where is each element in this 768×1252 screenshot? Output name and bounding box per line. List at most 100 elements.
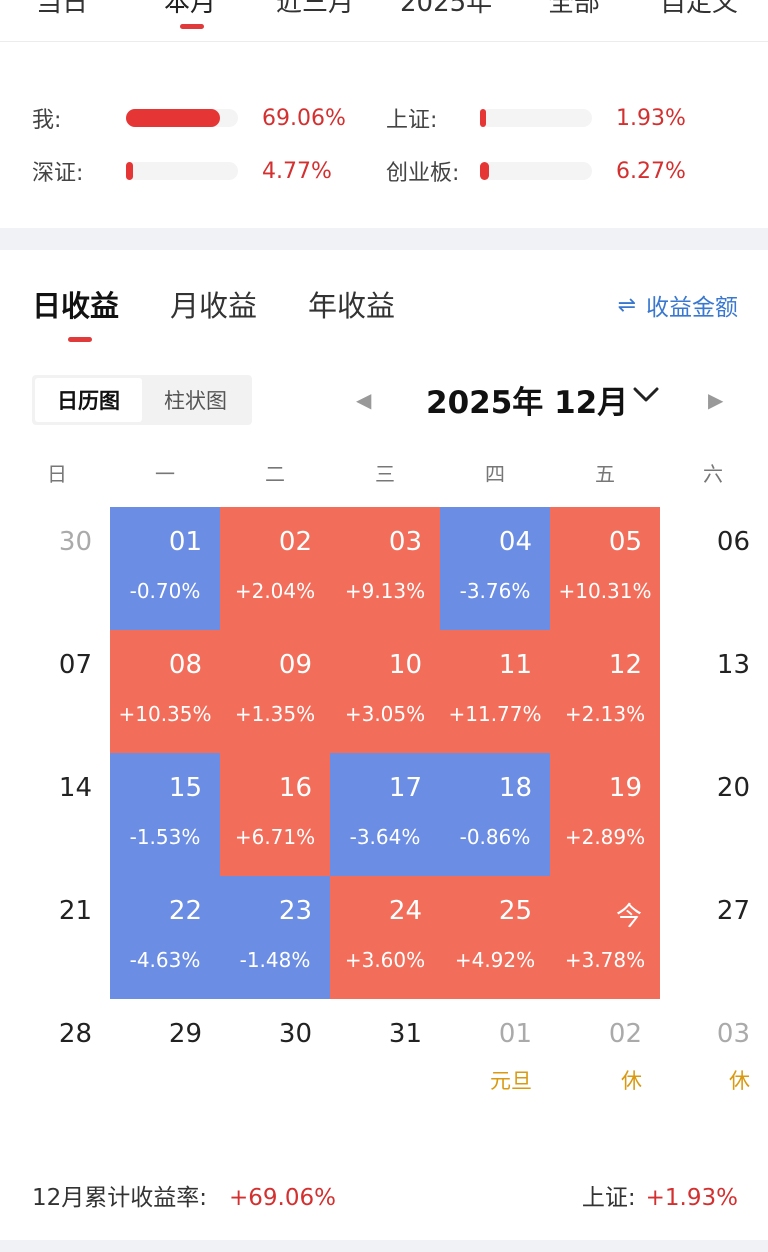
calendar-day-cell[interactable]: 29 — [110, 999, 220, 1122]
comparison-label: 深证: — [32, 161, 84, 186]
calendar-day-cell[interactable]: 25 +4.92% — [440, 876, 550, 999]
month-title[interactable]: 2025年 12月 — [426, 385, 629, 421]
calendar-day-cell[interactable]: 24 +3.60% — [330, 876, 440, 999]
calendar-day-return: +3.60% — [344, 948, 426, 972]
calendar-day-number: 30 — [278, 1019, 312, 1049]
calendar-day-return: +10.31% — [558, 579, 652, 603]
calendar-day-cell[interactable]: 10 +3.05% — [330, 630, 440, 753]
calendar-day-return: +10.35% — [118, 702, 212, 726]
calendar-day-cell[interactable]: 03 +9.13% — [330, 507, 440, 630]
comparison-row-shanghai: 上证: 1.93% — [386, 98, 686, 138]
tab-last-three-months[interactable]: 近三月 — [276, 0, 355, 18]
calendar-day-cell[interactable]: 20 — [658, 753, 768, 876]
calendar-day-number: 03 — [716, 1019, 750, 1049]
calendar-day-cell[interactable]: 07 — [0, 630, 110, 753]
calendar-day-cell[interactable]: 19 +2.89% — [550, 753, 660, 876]
calendar-day-number: 09 — [278, 650, 312, 680]
calendar-day-cell[interactable]: 02 +2.04% — [220, 507, 330, 630]
calendar-holiday-label: 元旦 — [490, 1069, 532, 1093]
calendar-day-cell[interactable]: 04 -3.76% — [440, 507, 550, 630]
tab-year-2025[interactable]: 2025年 — [400, 0, 493, 18]
comparison-row-chinext: 创业板: 6.27% — [386, 151, 686, 191]
tab-all[interactable]: 全部 — [548, 0, 601, 18]
calendar-day-cell[interactable]: 06 — [658, 507, 768, 630]
calendar-holiday-label: 休 — [729, 1069, 750, 1093]
calendar-day-number: 14 — [58, 773, 92, 803]
calendar-day-return: +2.89% — [564, 825, 646, 849]
calendar-day-cell[interactable]: 08 +10.35% — [110, 630, 220, 753]
next-month-icon[interactable]: ▶ — [708, 388, 724, 412]
calendar-day-cell[interactable]: 09 +1.35% — [220, 630, 330, 753]
previous-month-icon[interactable]: ◀ — [356, 388, 372, 412]
calendar-day-cell[interactable]: 14 — [0, 753, 110, 876]
calendar-day-cell[interactable]: 今 +3.78% — [550, 876, 660, 999]
calendar-day-cell[interactable]: 22 -4.63% — [110, 876, 220, 999]
comparison-bar-fill — [480, 109, 486, 127]
comparison-value: 6.27% — [616, 158, 686, 184]
benchmark-value: +1.93% — [645, 1185, 738, 1211]
comparison-value: 69.06% — [262, 105, 346, 131]
calendar-day-return: -1.48% — [239, 948, 311, 972]
weekday-label: 二 — [265, 462, 285, 486]
calendar-day-cell[interactable]: 28 — [0, 999, 110, 1122]
calendar-day-return: -1.53% — [129, 825, 201, 849]
calendar-day-number: 08 — [168, 650, 202, 680]
calendar-day-number: 10 — [388, 650, 422, 680]
calendar-day-cell[interactable]: 31 — [330, 999, 440, 1122]
comparison-bar-fill — [126, 109, 220, 127]
chevron-down-icon[interactable] — [632, 386, 660, 404]
weekday-label: 三 — [375, 462, 395, 486]
calendar-view-button[interactable]: 日历图 — [35, 378, 142, 422]
calendar-day-number: 05 — [608, 527, 642, 557]
calendar-day-number: 03 — [388, 527, 422, 557]
calendar-day-cell[interactable]: 30 — [220, 999, 330, 1122]
calendar-day-return: -0.86% — [459, 825, 531, 849]
calendar-day-number: 01 — [498, 1019, 532, 1049]
tab-daily-profit[interactable]: 日收益 — [32, 289, 120, 323]
calendar-day-cell[interactable]: 15 -1.53% — [110, 753, 220, 876]
bar-view-button[interactable]: 柱状图 — [164, 389, 227, 413]
tab-monthly-profit[interactable]: 月收益 — [170, 289, 258, 323]
calendar-day-cell[interactable]: 27 — [658, 876, 768, 999]
calendar-day-cell[interactable]: 21 — [0, 876, 110, 999]
calendar-day-cell[interactable]: 01 -0.70% — [110, 507, 220, 630]
calendar-day-cell[interactable]: 23 -1.48% — [220, 876, 330, 999]
tab-this-month[interactable]: 本月 — [164, 0, 217, 18]
tab-yearly-profit[interactable]: 年收益 — [308, 289, 396, 323]
calendar-day-cell[interactable]: 18 -0.86% — [440, 753, 550, 876]
calendar-day-cell[interactable]: 11 +11.77% — [440, 630, 550, 753]
calendar-day-return: +2.13% — [564, 702, 646, 726]
calendar-day-number: 23 — [278, 896, 312, 926]
monthly-cumulative-return: 12月累计收益率: +69.06% — [32, 1178, 336, 1212]
calendar-day-number: 22 — [168, 896, 202, 926]
profit-amount-toggle[interactable]: ⇌ 收益金额 — [618, 288, 738, 322]
bottom-divider — [0, 1240, 768, 1252]
calendar-day-number: 04 — [498, 527, 532, 557]
calendar-day-cell[interactable]: 30 — [0, 507, 110, 630]
calendar-day-cell[interactable]: 12 +2.13% — [550, 630, 660, 753]
comparison-label: 我: — [32, 108, 62, 133]
benchmark-return: 上证: +1.93% — [582, 1178, 738, 1212]
period-tab-bar: 当日 本月 近三月 2025年 全部 自定义 — [0, 0, 768, 42]
comparison-bar-track — [126, 162, 238, 180]
comparison-label: 上证: — [386, 108, 438, 133]
calendar-day-cell[interactable]: 13 — [658, 630, 768, 753]
calendar-day-cell[interactable]: 02 休 — [550, 999, 660, 1122]
calendar-day-number: 17 — [388, 773, 422, 803]
tab-today[interactable]: 当日 — [36, 0, 89, 18]
calendar-day-number: 29 — [168, 1019, 202, 1049]
comparison-value: 1.93% — [616, 105, 686, 131]
calendar-day-return: +9.13% — [344, 579, 426, 603]
benchmark-comparison: 我: 69.06% 上证: 1.93% 深证: 4.77% 创业板: 6.27% — [0, 43, 768, 228]
calendar-day-cell[interactable]: 05 +10.31% — [550, 507, 660, 630]
calendar-day-number: 28 — [58, 1019, 92, 1049]
calendar-day-number: 13 — [716, 650, 750, 680]
comparison-label: 创业板: — [386, 161, 460, 186]
calendar-day-cell[interactable]: 01 元旦 — [440, 999, 550, 1122]
tab-custom[interactable]: 自定义 — [660, 0, 739, 18]
weekday-label: 四 — [485, 462, 505, 486]
calendar-day-cell[interactable]: 17 -3.64% — [330, 753, 440, 876]
calendar-day-number: 27 — [716, 896, 750, 926]
calendar-day-cell[interactable]: 16 +6.71% — [220, 753, 330, 876]
calendar-day-cell[interactable]: 03 休 — [658, 999, 768, 1122]
